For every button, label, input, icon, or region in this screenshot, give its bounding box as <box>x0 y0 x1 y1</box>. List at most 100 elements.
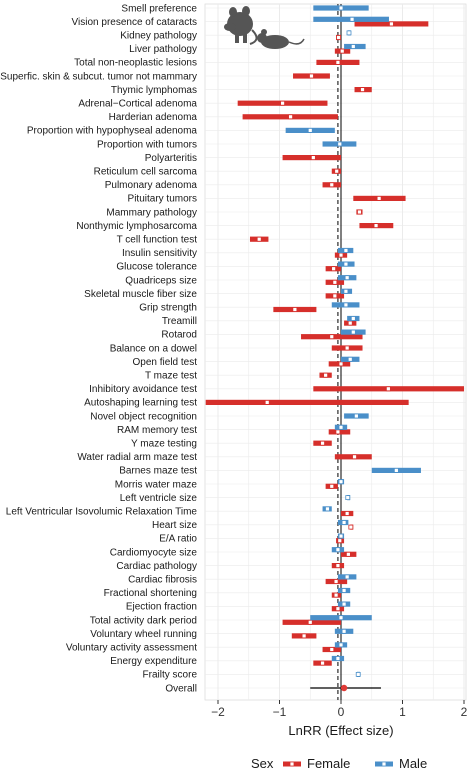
row-label-inhibitory-avoidance-test: Inhibitory avoidance test <box>89 384 197 395</box>
male-heart-size-point <box>341 520 347 525</box>
male-vision-presence-of-cataracts-point <box>349 16 355 22</box>
forest-marks <box>205 5 464 692</box>
female-liver-pathology-point <box>339 48 345 54</box>
female-skeletal-muscle-fiber-size-point <box>332 293 338 299</box>
x-tick-label: 1 <box>399 705 406 719</box>
row-label-proportion-with-tumors: Proportion with tumors <box>97 139 197 150</box>
female-heart-size-point <box>348 524 354 530</box>
row-label-heart-size: Heart size <box>152 520 197 531</box>
female-glucose-tolerance-point <box>331 266 337 272</box>
female-voluntary-activity-assessment-point <box>329 647 335 652</box>
male-ejection-fraction-point <box>341 601 347 607</box>
male-liver-pathology-point <box>350 44 356 49</box>
row-label-grip-strength: Grip strength <box>139 303 197 314</box>
male-novel-object-recognition-point <box>353 413 359 419</box>
row-label-vision-presence-of-cataracts: Vision presence of cataracts <box>72 17 197 28</box>
male-total-activity-dark-period-point <box>338 615 344 621</box>
female-ram-memory-test-point <box>335 429 341 435</box>
row-label-pituitary-tumors: Pituitary tumors <box>128 194 197 205</box>
row-label-adrenal-cortical-adenoma: Adrenal−Cortical adenoma <box>78 99 197 110</box>
male-fractional-shortening-point <box>341 588 347 593</box>
row-label-left-ventricular-isovolumic-relaxation-time: Left Ventricular Isovolumic Relaxation T… <box>6 507 198 518</box>
male-cardiomyocyte-size-point <box>335 547 341 553</box>
female-morris-water-maze-point <box>329 483 335 489</box>
female-balance-on-a-dowel-point <box>344 345 350 351</box>
male-smell-preference-point <box>338 5 344 11</box>
x-tick-label: −1 <box>273 705 287 719</box>
row-label-barnes-maze-test: Barnes maze test <box>119 466 197 477</box>
row-label-skeletal-muscle-fiber-size: Skeletal muscle fiber size <box>84 289 197 300</box>
row-label-e-a-ratio: E/A ratio <box>159 534 197 545</box>
female-vision-presence-of-cataracts-point <box>389 21 394 27</box>
x-tick-label: −2 <box>211 705 225 719</box>
male-ram-memory-test-point <box>338 424 344 430</box>
row-label-open-field-test: Open field test <box>133 357 198 368</box>
row-label-kidney-pathology: Kidney pathology <box>120 31 197 42</box>
row-label-superfic-skin-subcut-tumor-not-mammary: Superfic. skin & subcut. tumor not mamma… <box>0 71 197 82</box>
row-label-voluntary-wheel-running: Voluntary wheel running <box>90 629 197 640</box>
row-labels: Smell preference Vision presence of catar… <box>0 3 197 694</box>
female-rotarod-point <box>329 334 335 340</box>
legend-key-point-male <box>381 761 387 767</box>
legend-label-male: Male <box>399 756 427 770</box>
legend-title: Sex <box>251 756 274 770</box>
row-label-nonthymic-lymphosarcoma: Nonthymic lymphosarcoma <box>76 221 197 232</box>
female-energy-expenditure-point <box>320 660 325 666</box>
row-label-cardiomyocyte-size: Cardiomyocyte size <box>110 547 198 558</box>
female-t-maze-test-point <box>323 372 329 378</box>
row-label-autoshaping-learning-test: Autoshaping learning test <box>84 398 197 409</box>
male-skeletal-muscle-fiber-size-point <box>343 288 349 294</box>
row-label-pulmonary-adenoma: Pulmonary adenoma <box>105 180 198 191</box>
female-quadriceps-size-point <box>332 279 338 285</box>
female-e-a-ratio-point <box>337 538 343 544</box>
row-label-cardiac-fibrosis: Cardiac fibrosis <box>128 575 197 586</box>
x-axis: −2 −1 0 1 2 LnRR (Effect size) <box>211 700 468 738</box>
female-thymic-lymphomas-point <box>360 87 365 92</box>
female-polyarteritis-point <box>310 155 316 161</box>
male-barnes-maze-test-point <box>393 467 399 473</box>
male-frailty-score-point <box>355 672 361 677</box>
male-quadriceps-size-point <box>344 275 350 281</box>
legend-key-point-female <box>289 761 295 767</box>
x-axis-label: LnRR (Effect size) <box>288 723 393 738</box>
row-label-harderian-adenoma: Harderian adenoma <box>109 112 198 123</box>
row-label-frailty-score: Frailty score <box>143 670 198 681</box>
female-y-maze-testing-point <box>320 440 325 446</box>
row-label-overall: Overall <box>165 683 197 694</box>
female-treamill-point <box>347 320 353 326</box>
female-adrenal-cortical-adenoma-point <box>280 100 285 106</box>
row-label-insulin-sensitivity: Insulin sensitivity <box>122 248 197 259</box>
female-superfic-skin-subcut-tumor-not-mammary-point <box>309 73 314 79</box>
male-left-ventricular-isovolumic-relaxation-time-point <box>325 506 330 512</box>
male-morris-water-maze-point <box>338 479 344 485</box>
female-t-cell-function-test-point <box>256 236 262 242</box>
female-harderian-adenoma-point <box>288 114 293 120</box>
female-voluntary-wheel-running-point <box>301 633 307 639</box>
row-label-rotarod: Rotarod <box>161 330 197 341</box>
male-proportion-with-tumors-point <box>337 141 343 147</box>
male-cardiac-fibrosis-point <box>344 574 350 580</box>
male-grip-strength-point <box>343 302 349 308</box>
female-cardiac-pathology-point <box>335 563 341 568</box>
female-pituitary-tumors-point <box>376 195 382 201</box>
male-glucose-tolerance-point <box>343 261 349 267</box>
row-label-t-cell-function-test: T cell function test <box>117 235 198 246</box>
x-tick-label: 0 <box>338 705 345 719</box>
female-ejection-fraction-point <box>335 606 341 612</box>
row-label-quadriceps-size: Quadriceps size <box>125 275 197 286</box>
row-label-voluntary-activity-assessment: Voluntary activity assessment <box>66 643 197 654</box>
row-label-water-radial-arm-maze-test: Water radial arm maze test <box>77 452 197 463</box>
female-inhibitory-avoidance-test-point <box>385 386 391 392</box>
female-cardiac-fibrosis-point <box>333 579 339 584</box>
row-label-liver-pathology: Liver pathology <box>129 44 197 55</box>
female-autoshaping-learning-test-point <box>264 399 270 405</box>
row-label-polyarteritis: Polyarteritis <box>145 153 197 164</box>
x-tick-label: 2 <box>461 705 468 719</box>
female-reticulum-cell-sarcoma-point <box>334 168 340 174</box>
row-label-smell-preference: Smell preference <box>121 3 197 14</box>
legend: Sex Female Male <box>251 756 427 771</box>
female-left-ventricular-isovolumic-relaxation-time-point <box>344 511 350 516</box>
row-label-thymic-lymphomas: Thymic lymphomas <box>111 85 197 96</box>
